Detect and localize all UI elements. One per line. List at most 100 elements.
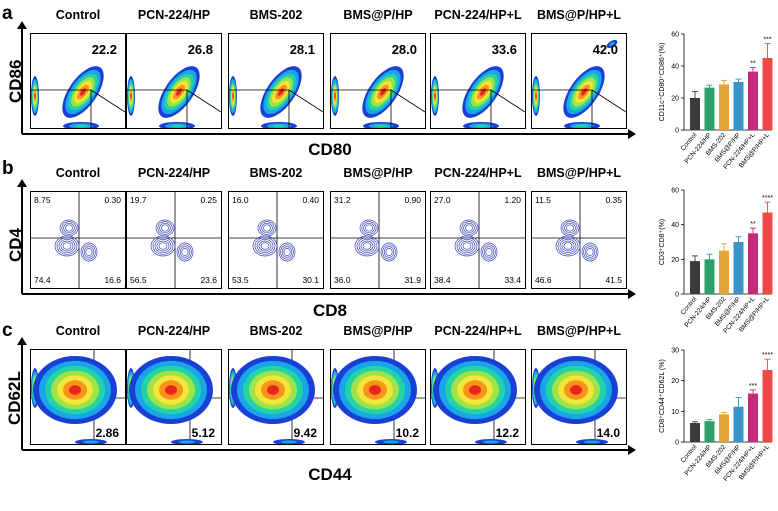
bar [733, 242, 744, 294]
group-name: BMS@P/HP [343, 166, 413, 180]
significance-label: ** [750, 61, 756, 68]
population-percent: 33.6 [491, 42, 517, 57]
flow-plot: 28.0 [330, 33, 426, 129]
quadrant-value: 74.4 [34, 275, 51, 285]
quadrant-value: 33.4 [504, 275, 521, 285]
quadrant-value: 11.5 [535, 195, 551, 205]
flow-plot: 27.0 1.20 38.4 33.4 [430, 191, 526, 289]
y-tick-label: 10 [671, 409, 679, 416]
flow-plot: 8.75 0.30 74.4 16.6 [30, 191, 126, 289]
flow-plot: 31.2 0.90 36.0 31.9 [330, 191, 426, 289]
flow-plot: 28.1 [228, 33, 324, 129]
quadrant-value: 0.40 [302, 195, 319, 205]
bar [690, 422, 700, 442]
axis-arrows [17, 337, 636, 455]
bar [690, 261, 700, 294]
quadrant-value: 0.90 [404, 195, 421, 205]
population-percent: 9.42 [293, 426, 317, 440]
y-tick-label: 20 [671, 378, 679, 385]
quadrant-value: 19.7 [130, 195, 147, 205]
significance-label: **** [762, 195, 773, 202]
y-tick-label: 20 [671, 96, 679, 103]
quadrant-value: 36.0 [334, 275, 351, 285]
bar-chart: CD11c⁺CD80⁺CD86⁺(%)0204060ControlPCN-224… [659, 32, 773, 171]
bar [719, 250, 729, 294]
significance-label: ** [750, 221, 756, 228]
flow-plot: 5.12 [126, 349, 222, 445]
quadrant-value: 0.35 [605, 195, 622, 205]
flow-plot: 10.2 [330, 349, 426, 445]
y-tick-label: 40 [671, 64, 679, 71]
density-plot [127, 350, 221, 444]
group-name: BMS@P/HP+L [536, 166, 622, 180]
x-axis-marker: CD44 [308, 465, 352, 484]
group-name: PCN-224/HP+L [434, 8, 522, 22]
y-tick-label: 40 [671, 222, 679, 229]
population-percent: 5.12 [191, 426, 215, 440]
density-plot [331, 192, 425, 288]
x-axis-marker: CD8 [312, 301, 347, 320]
bar [748, 393, 758, 442]
group-name: PCN-224/HP+L [434, 324, 522, 338]
quadrant-value: 8.75 [34, 195, 51, 205]
y-tick-label: 60 [671, 188, 679, 195]
density-plot [431, 192, 525, 288]
density-plot [532, 40, 626, 128]
population-percent: 26.8 [187, 42, 213, 57]
bar [748, 233, 758, 294]
group-name: BMS@P/HP [343, 324, 413, 338]
density-plot [532, 192, 626, 288]
bar [762, 58, 773, 130]
density-plot [31, 350, 125, 444]
group-name: Control [55, 166, 101, 180]
bar [719, 84, 729, 130]
density-plot [31, 66, 125, 128]
quadrant-value: 23.6 [200, 275, 217, 285]
population-percent: 28.1 [289, 42, 315, 57]
axis-arrows [17, 179, 636, 299]
population-percent: 12.2 [495, 426, 519, 440]
panel-letter-a: a [2, 3, 13, 24]
bar [704, 87, 715, 130]
y-tick-label: 30 [671, 348, 679, 355]
population-percent: 2.86 [95, 426, 119, 440]
flow-plot: 19.7 0.25 56.5 23.6 [126, 191, 222, 289]
density-plot [229, 192, 323, 288]
density-plot [331, 66, 425, 128]
quadrant-value: 0.25 [200, 195, 217, 205]
y-axis-label: CD11c⁺CD80⁺CD86⁺(%) [659, 43, 666, 122]
density-plot [532, 350, 626, 444]
quadrant-value: 31.2 [334, 195, 351, 205]
density-plot [431, 66, 525, 128]
population-percent: 22.2 [91, 42, 117, 57]
quadrant-value: 30.1 [302, 275, 319, 285]
group-name: PCN-224/HP+L [434, 166, 522, 180]
quadrant-value: 16.6 [104, 275, 121, 285]
bar [762, 212, 773, 294]
group-name: PCN-224/HP [137, 324, 211, 338]
y-tick-label: 0 [675, 128, 679, 135]
flow-plot: 26.8 [126, 33, 222, 129]
population-percent: 14.0 [596, 426, 620, 440]
axis-arrows [17, 21, 636, 139]
bar [704, 259, 715, 294]
density-plot [331, 350, 425, 444]
y-tick-label: 0 [675, 292, 679, 299]
density-plot [229, 66, 323, 128]
flow-plot: 9.42 [228, 349, 324, 445]
bar [704, 421, 715, 442]
y-tick-label: 20 [671, 257, 679, 264]
flow-plot: 42.0 [531, 33, 627, 129]
population-percent: 28.0 [391, 42, 417, 57]
y-tick-label: 60 [671, 32, 679, 39]
y-axis-label: CD3⁺CD8⁺(%) [659, 219, 666, 265]
quadrant-value: 41.5 [605, 275, 622, 285]
group-name: PCN-224/HP [137, 166, 211, 180]
group-name: PCN-224/HP [137, 8, 211, 22]
significance-label: **** [762, 352, 773, 359]
group-name: Control [55, 8, 101, 22]
quadrant-value: 38.4 [434, 275, 451, 285]
panel-letter-b: b [2, 158, 14, 179]
bar-chart: CD8⁺CD44⁺CD62L (%)0102030ControlPCN-224/… [659, 348, 773, 483]
quadrant-value: 46.6 [535, 275, 552, 285]
